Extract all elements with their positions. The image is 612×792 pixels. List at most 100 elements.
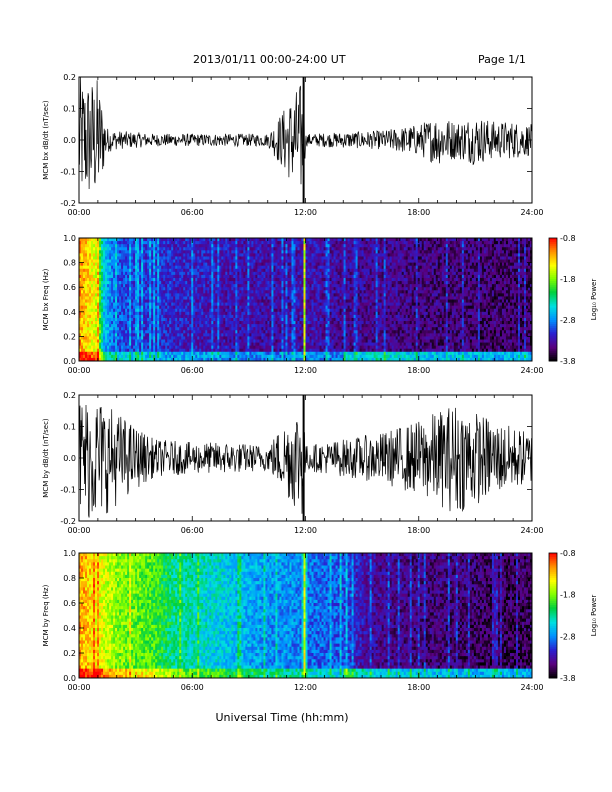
spectrogram-cell	[283, 250, 286, 254]
spectrogram-cell	[245, 354, 248, 359]
spectrogram-cell	[111, 321, 114, 325]
spectrogram-cell	[271, 324, 274, 328]
spectrogram-cell	[235, 339, 238, 343]
spectrogram-cell	[87, 241, 90, 245]
spectrogram-cell	[251, 274, 254, 279]
spectrogram-cell	[199, 274, 202, 279]
spectrogram-cell	[95, 277, 98, 282]
spectrogram-cell	[117, 247, 120, 251]
spectrogram-cell	[89, 317, 92, 322]
spectrogram-cell	[199, 296, 202, 300]
spectrogram-cell	[291, 296, 294, 300]
spectrogram-cell	[301, 296, 304, 300]
spectrogram-cell	[217, 290, 220, 294]
spectrogram-cell	[119, 311, 122, 316]
spectrogram-cell	[285, 241, 288, 245]
x-tick-label: 24:00	[520, 208, 543, 217]
spectrogram-cell	[223, 265, 226, 270]
spectrogram-cell	[145, 241, 148, 245]
spectrogram-cell	[229, 253, 232, 257]
spectrogram-cell	[223, 314, 226, 319]
spectrogram-cell	[207, 284, 210, 288]
spectrogram-cell	[113, 317, 116, 322]
spectrogram-cell	[83, 262, 86, 267]
spectrogram-cell	[81, 333, 84, 337]
spectrogram-cell	[173, 265, 176, 270]
spectrogram-cell	[283, 342, 286, 347]
spectrogram-cell	[287, 302, 290, 307]
spectrogram-cell	[101, 330, 104, 334]
spectrogram-cell	[107, 299, 110, 303]
spectrogram-cell	[105, 274, 108, 279]
spectrogram-cell	[209, 351, 212, 356]
spectrogram-cell	[173, 357, 176, 362]
spectrogram-cell	[303, 345, 306, 350]
spectrogram-cell	[217, 238, 220, 242]
spectrogram-cell	[271, 247, 274, 251]
spectrogram-cell	[91, 253, 94, 257]
spectrogram-cell	[199, 253, 202, 257]
spectrogram-cell	[81, 311, 84, 316]
spectrogram-cell	[87, 244, 90, 248]
spectrogram-cell	[131, 281, 134, 285]
spectrogram-cell	[175, 259, 178, 263]
spectrogram-cell	[311, 314, 314, 319]
spectrogram-cell	[223, 351, 226, 356]
spectrogram-cell	[239, 302, 242, 307]
spectrogram-cell	[301, 290, 304, 294]
spectrogram-cell	[193, 302, 196, 307]
spectrogram-cell	[113, 296, 116, 300]
spectrogram-cell	[259, 302, 262, 307]
spectrogram-cell	[281, 308, 284, 313]
spectrogram-cell	[133, 247, 136, 251]
spectrogram-cell	[113, 339, 116, 343]
spectrogram-cell	[125, 327, 128, 331]
spectrogram-cell	[137, 268, 140, 273]
spectrogram-cell	[191, 348, 194, 353]
spectrogram-cell	[269, 351, 272, 356]
spectrogram-cell	[261, 317, 264, 322]
spectrogram-cell	[307, 238, 310, 242]
spectrogram-cell	[253, 302, 256, 307]
spectrogram-cell	[305, 327, 308, 331]
spectrogram-cell	[205, 354, 208, 359]
spectrogram-cell	[293, 268, 296, 273]
spectrogram-cell	[197, 265, 200, 270]
spectrogram-cell	[147, 330, 150, 334]
spectrogram-cell	[311, 357, 314, 362]
spectrogram-cell	[197, 277, 200, 282]
spectrogram-cell	[295, 277, 298, 282]
spectrogram-cell	[197, 330, 200, 334]
spectrogram-cell	[89, 241, 92, 245]
spectrogram-cell	[291, 241, 294, 245]
spectrogram-cell	[309, 296, 312, 300]
spectrogram-cell	[211, 247, 214, 251]
spectrogram-cell	[301, 314, 304, 319]
spectrogram-cell	[83, 281, 86, 285]
spectrogram-cell	[237, 327, 240, 331]
spectrogram-cell	[217, 265, 220, 270]
spectrogram-cell	[281, 345, 284, 350]
spectrogram-cell	[245, 336, 248, 340]
spectrogram-cell	[241, 281, 244, 285]
spectrogram-cell	[245, 277, 248, 282]
spectrogram-cell	[145, 339, 148, 343]
spectrogram-cell	[149, 333, 152, 337]
spectrogram-cell	[131, 317, 134, 322]
spectrogram-cell	[123, 247, 126, 251]
spectrogram-cell	[139, 253, 142, 257]
spectrogram-cell	[291, 287, 294, 291]
spectrogram-cell	[91, 265, 94, 270]
spectrogram-cell	[201, 259, 204, 263]
spectrogram-cell	[291, 271, 294, 276]
spectrogram-cell	[167, 330, 170, 334]
spectrogram-cell	[207, 253, 210, 257]
spectrogram-cell	[275, 262, 278, 267]
spectrogram-cell	[85, 345, 88, 350]
spectrogram-cell	[229, 305, 232, 310]
spectrogram-cell	[143, 302, 146, 307]
spectrogram-cell	[273, 244, 276, 248]
spectrogram-cell	[225, 342, 228, 347]
spectrogram-cell	[317, 277, 320, 282]
spectrogram-cell	[107, 250, 110, 254]
